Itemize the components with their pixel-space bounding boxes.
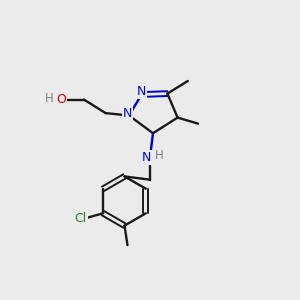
Text: N: N <box>136 85 146 98</box>
Text: H: H <box>44 92 53 105</box>
Text: N: N <box>142 151 151 164</box>
Text: H: H <box>154 149 164 162</box>
Text: O: O <box>56 93 66 106</box>
Text: Cl: Cl <box>75 212 87 225</box>
Text: N: N <box>123 106 132 120</box>
